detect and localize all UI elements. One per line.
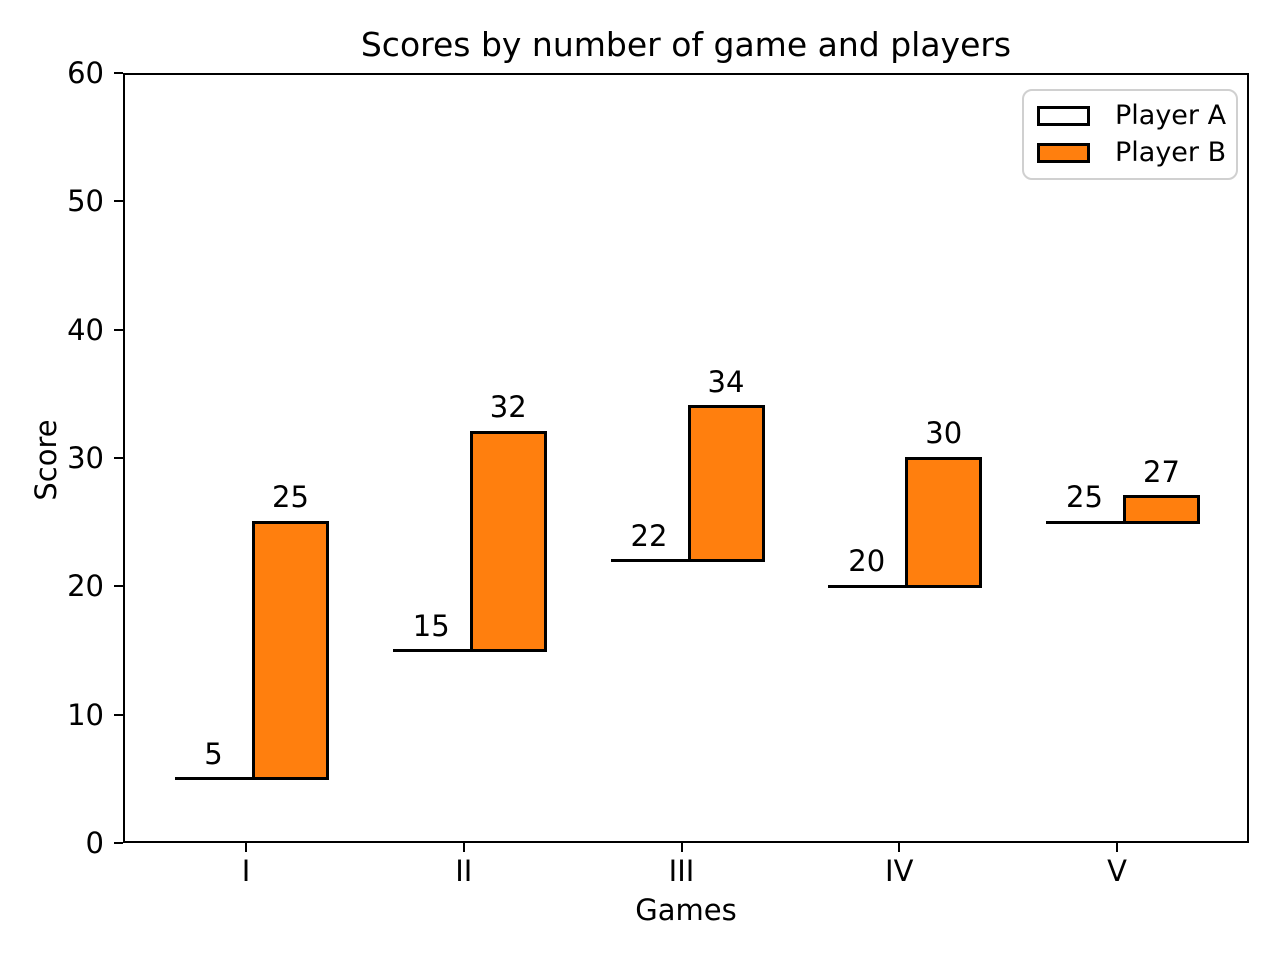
bar-value-label-player-b: 30 (925, 416, 963, 450)
bar-value-label-player-b: 32 (489, 390, 527, 425)
x-tick-mark (462, 843, 465, 852)
y-tick-label: 60 (67, 56, 104, 90)
x-tick-label: III (668, 854, 695, 888)
y-tick-label: 20 (67, 569, 104, 604)
y-tick-mark (114, 713, 123, 716)
y-tick-mark (114, 585, 123, 588)
bar-value-label-player-a: 22 (630, 518, 668, 553)
y-tick-label: 0 (85, 826, 104, 860)
x-axis-label: Games (635, 893, 737, 927)
bar-value-label-player-b: 25 (272, 480, 309, 515)
player-b-bar (687, 405, 765, 563)
bar-value-label-player-a: 15 (412, 608, 450, 643)
bar-value-label-player-a: 20 (848, 544, 886, 579)
y-tick-mark (114, 200, 123, 203)
y-tick-label: 10 (67, 697, 104, 732)
player-a-bar (392, 649, 471, 652)
y-tick-label: 50 (67, 184, 104, 219)
legend-label-player-a: Player A (1115, 99, 1227, 131)
y-tick-label: 40 (67, 312, 104, 347)
bar-value-label-player-a: 5 (204, 736, 223, 771)
player-a-bar (610, 559, 689, 563)
legend-item-player-b: Player B (1037, 138, 1236, 168)
x-tick-mark (1116, 843, 1118, 852)
y-tick-mark (114, 72, 123, 74)
bar-value-label-player-b: 34 (707, 364, 745, 399)
legend-item-player-a: Player A (1037, 99, 1236, 131)
y-tick-mark (114, 457, 123, 459)
x-tick-label: V (1107, 854, 1127, 888)
player-a-bar (828, 584, 907, 588)
player-a-bar (1046, 520, 1124, 524)
y-tick-mark (114, 842, 123, 844)
legend-swatch-player-b (1037, 143, 1090, 164)
x-tick-mark (245, 843, 247, 852)
player-b-bar (1123, 495, 1200, 524)
x-tick-mark (898, 843, 901, 852)
x-tick-label: I (241, 854, 251, 888)
player-b-bar (469, 430, 547, 652)
player-b-bar (905, 456, 983, 588)
legend-swatch-player-a (1037, 105, 1090, 126)
chart-title: Scores by number of game and players (360, 25, 1012, 64)
y-tick-mark (114, 328, 123, 331)
bar-value-label-player-b: 27 (1143, 454, 1180, 489)
bar-value-label-player-a: 25 (1066, 480, 1103, 515)
legend: Player A Player B (1022, 89, 1238, 180)
x-tick-mark (680, 843, 683, 852)
legend-label-player-b: Player B (1115, 137, 1227, 169)
player-a-bar (175, 777, 253, 781)
x-tick-label: II (455, 854, 473, 888)
x-tick-label: IV (885, 854, 914, 888)
player-b-bar (252, 520, 329, 781)
y-tick-label: 30 (67, 441, 104, 475)
